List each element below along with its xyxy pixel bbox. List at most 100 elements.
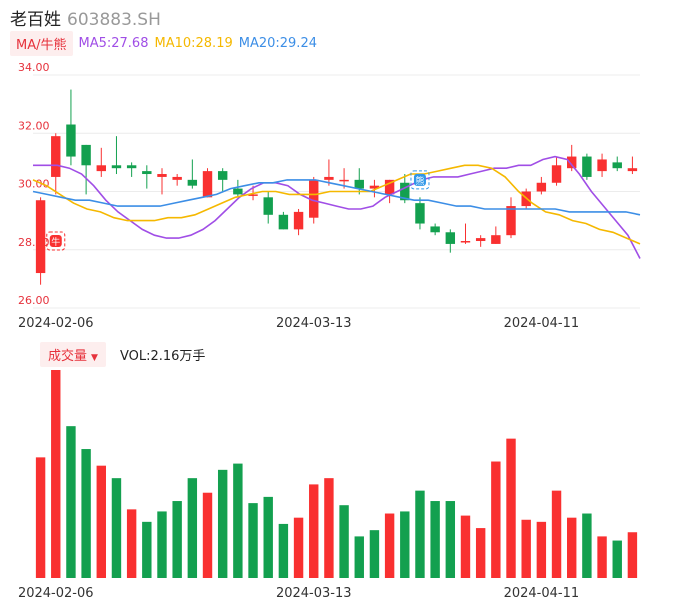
- candle-body: [157, 174, 167, 177]
- candle-body: [582, 156, 592, 177]
- candle-body: [187, 179, 198, 186]
- ma20-label: MA20:29.24: [238, 36, 317, 51]
- volume-bar: [551, 490, 562, 578]
- stock-title: 老百姓 603883.SH: [10, 5, 161, 30]
- volume-x-tick-label: 2024-02-06: [18, 586, 94, 601]
- candle-body: [400, 182, 410, 201]
- stock-code: 603883.SH: [67, 10, 161, 30]
- volume-bar: [35, 457, 46, 578]
- volume-bar: [491, 461, 501, 578]
- candle-body: [126, 165, 137, 169]
- candle-body: [551, 165, 562, 183]
- x-tick-label: 2024-02-06: [18, 316, 94, 331]
- volume-value-label: VOL:2.16万手: [119, 349, 206, 364]
- volume-bar: [521, 519, 531, 578]
- candle-body: [51, 136, 61, 177]
- signal-marker-badge: [413, 173, 426, 186]
- candle-body: [66, 124, 76, 157]
- volume-bar: [582, 513, 592, 578]
- volume-bar: [142, 521, 152, 578]
- candle-body: [248, 194, 258, 196]
- candle-body: [293, 211, 304, 230]
- y-tick-label: 26.00: [18, 294, 50, 307]
- ma-toggle-button[interactable]: MA/牛熊: [10, 31, 73, 56]
- volume-bar: [415, 490, 425, 578]
- volume-bar: [460, 515, 471, 578]
- y-tick-label: 32.00: [18, 119, 50, 132]
- ma-line-ma5: [33, 155, 641, 259]
- candle-body: [567, 156, 577, 169]
- volume-bar: [81, 449, 91, 578]
- candle-body: [369, 185, 380, 189]
- candle-body: [96, 165, 106, 172]
- signal-marker-frame: [410, 170, 430, 190]
- volume-toggle-button[interactable]: 成交量 ▼: [40, 342, 106, 367]
- volume-bar: [51, 370, 61, 578]
- candle-body: [460, 241, 471, 243]
- x-tick-label: 2024-04-11: [504, 316, 580, 331]
- volume-bar: [627, 532, 638, 578]
- ma-line-ma10: [32, 164, 641, 245]
- volume-bar: [233, 463, 243, 578]
- candle-body: [172, 176, 182, 180]
- signal-marker: 熊: [410, 170, 430, 190]
- ma-legend: MA/牛熊 MA5:27.68 MA10:28.19 MA20:29.24: [10, 31, 323, 56]
- volume-bar: [506, 438, 516, 578]
- candle-body: [627, 168, 638, 172]
- candle-body: [324, 176, 334, 180]
- y-tick-label: 30.00: [18, 178, 50, 191]
- volume-bar: [567, 517, 577, 578]
- volume-toggle-label: 成交量: [48, 349, 88, 364]
- candle-body: [354, 179, 364, 189]
- candle-body: [597, 159, 607, 172]
- volume-bar: [263, 496, 273, 578]
- volume-bar: [111, 478, 122, 578]
- candle-body: [491, 235, 501, 244]
- ma5-label: MA5:27.68: [78, 36, 149, 51]
- volume-bar: [66, 426, 76, 578]
- candle-body: [142, 171, 152, 175]
- volume-bar: [597, 536, 607, 578]
- volume-bar: [96, 465, 106, 578]
- volume-bar: [369, 530, 380, 578]
- volume-legend: 成交量 ▼ VOL:2.16万手: [40, 342, 205, 367]
- volume-bar: [475, 528, 486, 578]
- volume-bar: [430, 501, 440, 578]
- volume-bar: [202, 492, 213, 578]
- ma-line-ma20: [32, 179, 641, 216]
- volume-bar: [339, 505, 349, 578]
- y-tick-label: 34.00: [18, 61, 50, 74]
- candle-body: [278, 214, 289, 230]
- volume-bar: [309, 484, 319, 578]
- volume-bar: [400, 511, 410, 578]
- candle-body: [415, 203, 425, 224]
- signal-marker-label: 牛: [51, 236, 60, 248]
- candle-body: [202, 171, 213, 198]
- volume-bar: [293, 517, 304, 578]
- volume-x-tick-label: 2024-03-13: [276, 586, 352, 601]
- candle-body: [233, 188, 243, 195]
- candle-body: [506, 206, 516, 236]
- volume-bar: [157, 511, 167, 578]
- volume-bar: [126, 509, 137, 578]
- volume-bar: [248, 503, 258, 578]
- volume-x-tick-label: 2024-04-11: [504, 586, 580, 601]
- candle-body: [339, 179, 349, 182]
- candle-body: [309, 179, 319, 218]
- stock-name: 老百姓: [10, 10, 61, 30]
- signal-marker-label: 熊: [415, 175, 424, 187]
- volume-bar: [217, 469, 228, 578]
- candle-body: [217, 171, 228, 180]
- candle-body: [263, 197, 273, 215]
- volume-bar: [278, 523, 289, 578]
- candle-body: [445, 232, 456, 244]
- candle-body: [536, 182, 547, 192]
- volume-bar: [445, 501, 456, 578]
- candle-body: [35, 200, 46, 274]
- volume-bar: [187, 478, 198, 578]
- signal-marker-badge: [49, 235, 62, 248]
- candle-body: [430, 226, 440, 233]
- candle-body: [81, 144, 91, 166]
- signal-marker-frame: [46, 231, 66, 251]
